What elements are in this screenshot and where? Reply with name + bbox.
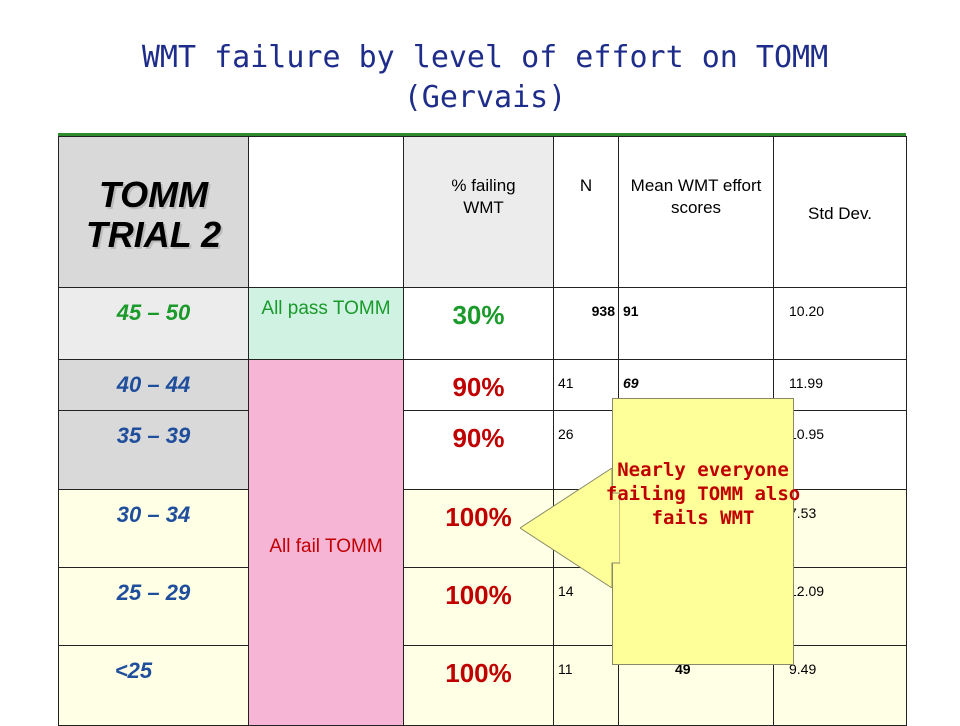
pct-cell: 30% — [403, 287, 554, 360]
header-n: N — [553, 136, 619, 288]
slide-title: WMT failure by level of effort on TOMM (… — [141, 40, 829, 115]
status-fail-cell: All fail TOMM — [248, 359, 404, 726]
status-pass-cell: All pass TOMM — [248, 287, 404, 360]
left-arrow-icon — [520, 468, 620, 588]
table-row: 40 – 44 All fail TOMM 90% 41 69 11.99 — [58, 359, 907, 726]
callout-box — [612, 398, 794, 665]
sd-cell: 10.20 — [773, 287, 907, 360]
header-mean: Mean WMT effort scores — [618, 136, 774, 288]
table-row: 45 – 50 All pass TOMM 30% 938 91 10.20 — [58, 287, 907, 360]
sd-cell: 7.53 — [773, 489, 907, 568]
n-cell: 41 — [553, 359, 619, 411]
header-tomm-trial: TOMM TRIAL 2 — [58, 136, 249, 288]
n-cell: 11 — [553, 645, 619, 726]
sd-cell: 10.95 — [773, 410, 907, 490]
range-cell: 35 – 39 — [58, 410, 249, 490]
sd-cell: 12.09 — [773, 567, 907, 646]
range-cell: 40 – 44 — [58, 359, 249, 411]
header-sd: Std Dev. — [773, 136, 907, 288]
mean-cell: 91 — [618, 287, 774, 360]
range-cell: 25 – 29 — [58, 567, 249, 646]
range-cell: 45 – 50 — [58, 287, 249, 360]
title-divider — [58, 133, 906, 136]
range-cell: <25 — [58, 645, 249, 726]
pct-cell: 100% — [403, 645, 554, 726]
header-pct-failing: % failing WMT — [403, 136, 554, 288]
header-row: TOMM TRIAL 2 % failing WMT N Mean WMT ef… — [58, 136, 907, 288]
header-status — [248, 136, 404, 288]
pct-cell: 90% — [403, 359, 554, 411]
n-cell: 938 — [553, 287, 619, 360]
range-cell: 30 – 34 — [58, 489, 249, 568]
callout-text: Nearly everyone failing TOMM also fails … — [605, 459, 801, 529]
pct-cell: 100% — [403, 567, 554, 646]
